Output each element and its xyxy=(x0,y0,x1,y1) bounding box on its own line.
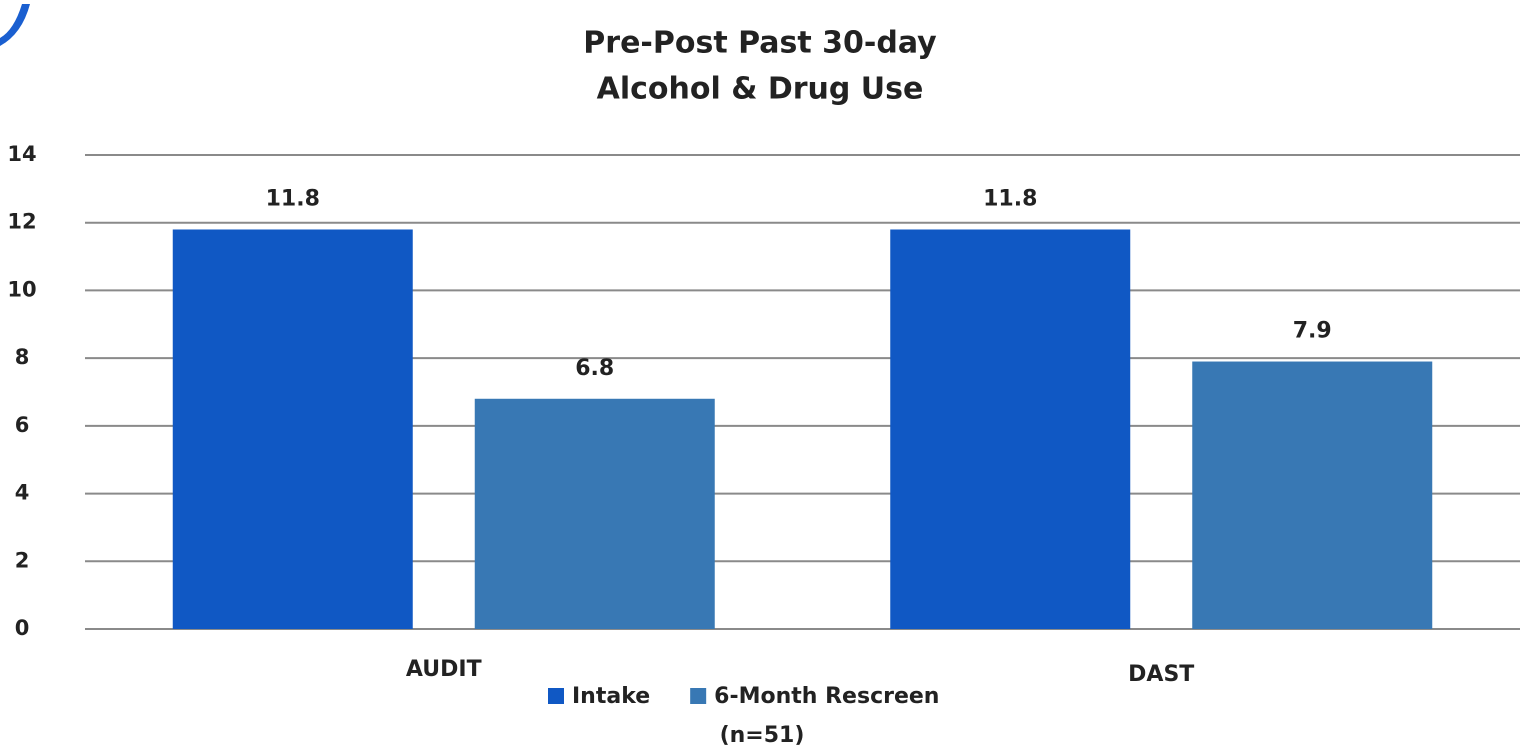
value-label: 11.8 xyxy=(266,186,320,211)
decoration xyxy=(0,4,30,46)
x-tick-label: DAST xyxy=(1128,662,1194,687)
chart-title: Alcohol & Drug Use xyxy=(597,72,924,107)
value-label: 11.8 xyxy=(983,186,1037,211)
bar xyxy=(474,398,715,629)
legend-label: 6-Month Rescreen xyxy=(714,684,939,709)
bar xyxy=(1192,361,1433,629)
legend-swatch xyxy=(548,688,564,704)
legend-swatch xyxy=(690,688,707,704)
y-tick-label: 14 xyxy=(7,142,36,166)
legend-label: Intake xyxy=(572,684,650,709)
y-tick-label: 4 xyxy=(15,481,30,505)
note: (n=51) xyxy=(720,723,805,748)
y-tick-label: 6 xyxy=(15,413,30,437)
bar xyxy=(172,229,413,629)
y-tick-label: 10 xyxy=(7,277,36,301)
bar xyxy=(890,229,1131,629)
y-tick-label: 0 xyxy=(15,616,30,640)
y-tick-label: 2 xyxy=(15,548,30,572)
x-tick-label: AUDIT xyxy=(406,657,482,682)
value-label: 6.8 xyxy=(575,356,614,381)
chart-title: Pre-Post Past 30-day xyxy=(583,26,937,61)
y-tick-label: 12 xyxy=(7,210,36,234)
value-label: 7.9 xyxy=(1293,319,1332,344)
y-tick-label: 8 xyxy=(15,345,30,369)
